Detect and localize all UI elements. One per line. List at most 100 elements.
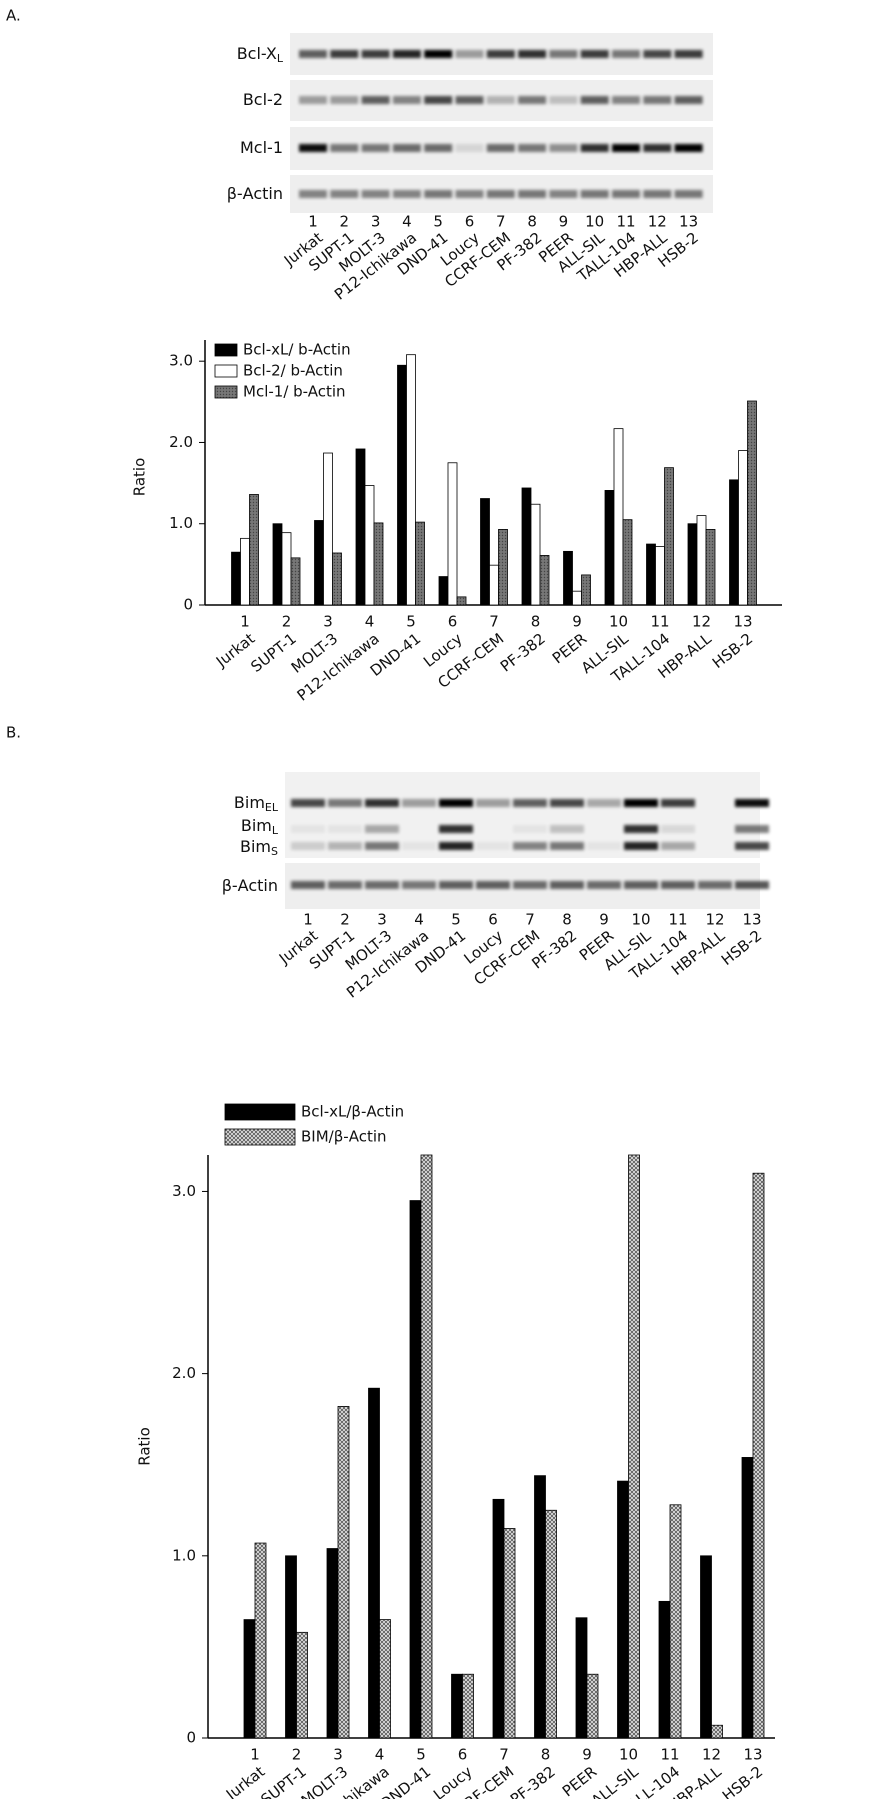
bar [480, 498, 490, 606]
band [486, 50, 515, 58]
row-label-text: Bcl-2 [243, 90, 283, 109]
band [424, 50, 453, 58]
lane-number: 4 [414, 911, 424, 929]
band [549, 50, 578, 58]
bar [530, 503, 541, 606]
band [299, 190, 327, 198]
band [518, 144, 547, 152]
band [328, 799, 362, 807]
band [476, 799, 510, 807]
bar [534, 1475, 546, 1739]
bar [438, 576, 449, 606]
lane-number: 1 [250, 1746, 260, 1764]
band [486, 144, 515, 152]
band [455, 50, 484, 58]
band [661, 881, 695, 889]
lane-number: 9 [599, 911, 609, 929]
band [328, 881, 362, 889]
band [291, 881, 325, 889]
lane-number: 11 [616, 213, 635, 231]
y-tick-label: 2.0 [169, 433, 193, 451]
x-tick-label: PF-382 [507, 1763, 559, 1799]
row-label: BimS [240, 837, 278, 859]
band [299, 144, 327, 152]
band [549, 144, 578, 152]
band [402, 881, 436, 889]
row-label: BimL [241, 816, 279, 838]
bar [622, 519, 633, 606]
bar [646, 543, 656, 606]
bar [604, 490, 615, 606]
band [661, 842, 695, 850]
bar [406, 354, 416, 606]
row-label: β-Actin [222, 876, 278, 895]
lane-number: 10 [631, 911, 650, 929]
lane-number: 10 [585, 213, 604, 231]
bar [462, 1673, 474, 1739]
band [330, 96, 359, 104]
lane-number: 8 [541, 1746, 551, 1764]
band [612, 50, 640, 58]
band [612, 96, 640, 104]
blot-b: BimELBimLBimSβ-Actin1Jurkat2SUPT-13MOLT-… [222, 772, 769, 1002]
lane-number: 1 [308, 213, 318, 231]
row-label: BimEL [234, 793, 279, 815]
bar [447, 462, 458, 606]
bar [539, 555, 550, 606]
band [439, 881, 473, 889]
lane-number: 2 [340, 213, 350, 231]
row-label-sub: S [271, 845, 278, 858]
legend-swatch [224, 1103, 296, 1121]
lane-number: 8 [562, 911, 572, 929]
lane-number: 6 [465, 213, 475, 231]
band [674, 96, 703, 104]
band [486, 96, 515, 104]
lane-number: 12 [692, 613, 711, 631]
band [392, 50, 421, 58]
band [476, 881, 510, 889]
cell-line: HSB-2 [718, 927, 765, 970]
legend-label: BIM/β-Actin [301, 1128, 387, 1146]
band [698, 881, 732, 889]
row-label-text: Bim [241, 816, 272, 835]
bar [729, 479, 739, 606]
band [424, 144, 453, 152]
panel-label: A. [6, 7, 21, 25]
band [643, 190, 672, 198]
band [392, 144, 421, 152]
lane-number: 13 [743, 1746, 762, 1764]
bar [243, 1619, 256, 1739]
row-label-text: Bcl-X [237, 44, 277, 63]
legend-label: Bcl-2/ b-Actin [243, 362, 343, 380]
bar [368, 1387, 380, 1739]
bar [290, 557, 301, 606]
lane-number: 13 [733, 613, 752, 631]
lane-number: 13 [742, 911, 761, 929]
band [291, 825, 325, 833]
lane-number: 5 [433, 213, 443, 231]
band [624, 825, 658, 833]
band [661, 825, 695, 833]
x-tick-label: HSB-2 [709, 630, 756, 673]
band [612, 190, 640, 198]
lane-number: 5 [416, 1746, 426, 1764]
lane-number: 10 [609, 613, 628, 631]
lane-number: 9 [572, 613, 582, 631]
lane-number: 4 [375, 1746, 385, 1764]
bar [373, 522, 384, 606]
band [587, 842, 621, 850]
bar [711, 1724, 723, 1739]
lane-number: 4 [402, 213, 412, 231]
bar [700, 1555, 712, 1739]
band [550, 799, 584, 807]
bar [323, 452, 333, 606]
lane-number: 1 [303, 911, 313, 929]
lane-number: 3 [333, 1746, 343, 1764]
bar [747, 400, 757, 606]
bar [364, 485, 375, 606]
bar [738, 450, 748, 606]
row-label-text: β-Actin [222, 876, 278, 895]
row-label: Bcl-XL [237, 44, 284, 66]
y-tick-label: 2.0 [172, 1364, 196, 1382]
bar [332, 552, 342, 606]
